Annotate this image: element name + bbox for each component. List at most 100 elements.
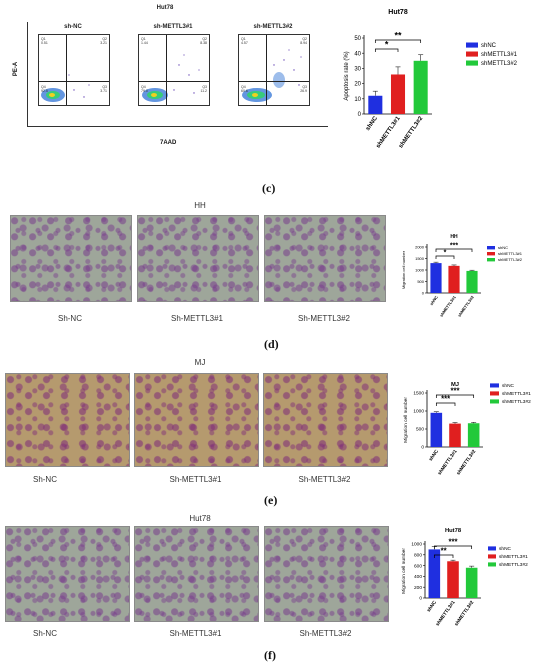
significance-label: ***	[450, 243, 458, 250]
mj-micrograph-2	[134, 373, 259, 467]
chart-title: Hut78	[445, 528, 462, 534]
q2-label: Q2 8.38	[200, 37, 207, 45]
category-label: shMETTL3#1	[375, 115, 402, 149]
hh-micrograph-3	[264, 215, 386, 302]
significance-bracket	[435, 402, 456, 406]
category-label: shMETTL3#2	[457, 294, 476, 318]
significance-bracket	[374, 39, 422, 43]
hh-caption-2: Sh-METTL3#1	[170, 314, 224, 323]
hh-caption-3: Sh-METTL3#2	[297, 314, 351, 323]
legend-label: shNC	[499, 546, 512, 552]
mj-title: MJ	[194, 358, 206, 367]
legend-label: shMETTL3#1	[481, 52, 518, 58]
hut78-title: Hut78	[189, 514, 211, 523]
panel-letter-e: (e)	[264, 493, 278, 507]
hut78-micrograph-1	[5, 526, 130, 622]
y-tick-label: 30	[354, 67, 361, 73]
flow-plot-3-title: sh-METTL3#2	[253, 24, 293, 30]
y-tick-label: 500	[416, 427, 424, 433]
q4-label: Q4 79.0	[141, 85, 148, 93]
mj-micrograph-1	[5, 373, 130, 467]
y-tick-label: 20	[354, 82, 361, 88]
flow-gate-h	[39, 81, 109, 82]
bar-shMETTL3#2	[413, 60, 428, 114]
flow-plot-2: Q1 1.44 Q2 8.38 Q4 79.0 Q3 11.2	[138, 34, 210, 106]
panel-letter-c: (c)	[262, 181, 276, 195]
mj-micrograph-3	[263, 373, 388, 467]
panel-letter-f: (f)	[264, 648, 276, 662]
legend-label: shMETTL3#2	[481, 61, 518, 67]
bar-shNC	[368, 95, 383, 114]
y-tick-label: 1000	[415, 267, 425, 272]
hut78-migration-bar-chart: Hut78 0 200 400 600 800 1000 Migration cell num…	[401, 528, 528, 627]
y-tick-label: 500	[417, 279, 424, 284]
chart-title: Hut78	[388, 9, 408, 16]
y-axis-label: Apoptosis rate (%)	[344, 51, 350, 100]
y-tick-label: 400	[414, 574, 422, 580]
category-label: shNC	[429, 295, 439, 307]
category-label: shMETTL3#2	[453, 599, 475, 627]
significance-bracket	[435, 255, 455, 259]
significance-label: **	[394, 31, 402, 41]
hut78-caption-1: Sh-NC	[32, 629, 57, 638]
legend-swatch	[490, 383, 499, 388]
legend-label: shMETTL3#1	[498, 251, 523, 256]
legend-label: shMETTL3#1	[499, 554, 528, 560]
hut78-micrograph-2	[134, 526, 259, 622]
flow-y-axis-label: PE-A	[13, 61, 19, 77]
bar-shNC	[430, 412, 443, 447]
flow-gate-h	[239, 81, 309, 82]
legend-swatch	[490, 399, 499, 404]
flow-plot-1-title: sh-NC	[64, 24, 82, 30]
flow-plot-3: Q1 4.57 Q2 8.94 Q4 60.6 Q3 26.9	[238, 34, 310, 106]
flow-scatter-3	[242, 49, 302, 102]
q4-label: Q4 92.5	[41, 85, 48, 93]
chart-title: HH	[450, 234, 458, 240]
legend-swatch	[488, 554, 496, 559]
hh-migration-bar-chart: HH 0 500 1000 1500 2000 Migration cell number s…	[401, 234, 523, 318]
flow-cell-line-title: Hut78	[156, 5, 174, 11]
panel-letter-d: (d)	[264, 337, 279, 351]
y-tick-label: 0	[421, 445, 424, 451]
legend-swatch	[487, 246, 495, 250]
q3-label: Q3 11.2	[200, 85, 207, 93]
significance-label: *	[444, 250, 447, 257]
bar-shMETTL3#2	[467, 423, 480, 447]
significance-label: ***	[448, 538, 458, 547]
legend-swatch	[466, 51, 478, 57]
significance-label: *	[385, 40, 389, 50]
significance-bracket	[433, 554, 454, 558]
y-tick-label: 1500	[413, 391, 424, 397]
category-label: shMETTL3#1	[439, 294, 458, 318]
flow-plot-2-title: sh-METTL3#1	[153, 24, 193, 30]
flow-gate-v	[266, 35, 267, 105]
legend-label: shMETTL3#1	[502, 391, 531, 397]
significance-label: ***	[441, 395, 451, 404]
significance-bracket	[433, 545, 473, 549]
significance-label: **	[441, 547, 448, 556]
y-tick-label: 600	[414, 563, 422, 569]
flow-gate-h	[139, 81, 209, 82]
mj-caption-2: Sh-METTL3#1	[169, 475, 222, 484]
flow-x-axis-label: 7AAD	[160, 140, 177, 146]
hh-micrograph-2	[137, 215, 259, 302]
hh-caption-1: Sh-NC	[57, 314, 82, 323]
bar-shMETTL3#2	[466, 270, 478, 293]
bar-shMETTL3#2	[465, 567, 478, 598]
y-tick-label: 50	[354, 36, 361, 42]
legend-label: shMETTL3#2	[502, 399, 531, 405]
category-label: shMETTL3#2	[455, 448, 477, 476]
flow-scatter-1	[41, 74, 90, 102]
hh-micrograph-1	[10, 215, 132, 302]
flow-gate-v	[66, 35, 67, 105]
y-tick-label: 200	[414, 585, 422, 591]
y-tick-label: 0	[419, 596, 422, 602]
q4-label: Q4 60.6	[241, 85, 248, 93]
legend-label: shMETTL3#2	[498, 257, 523, 262]
y-tick-label: 0	[358, 112, 362, 118]
flow-gate-v	[166, 35, 167, 105]
legend-label: shNC	[502, 383, 515, 389]
y-axis-label: Migration cell number	[401, 548, 407, 594]
q3-label: Q3 26.9	[300, 85, 307, 93]
significance-label: ***	[450, 387, 460, 396]
